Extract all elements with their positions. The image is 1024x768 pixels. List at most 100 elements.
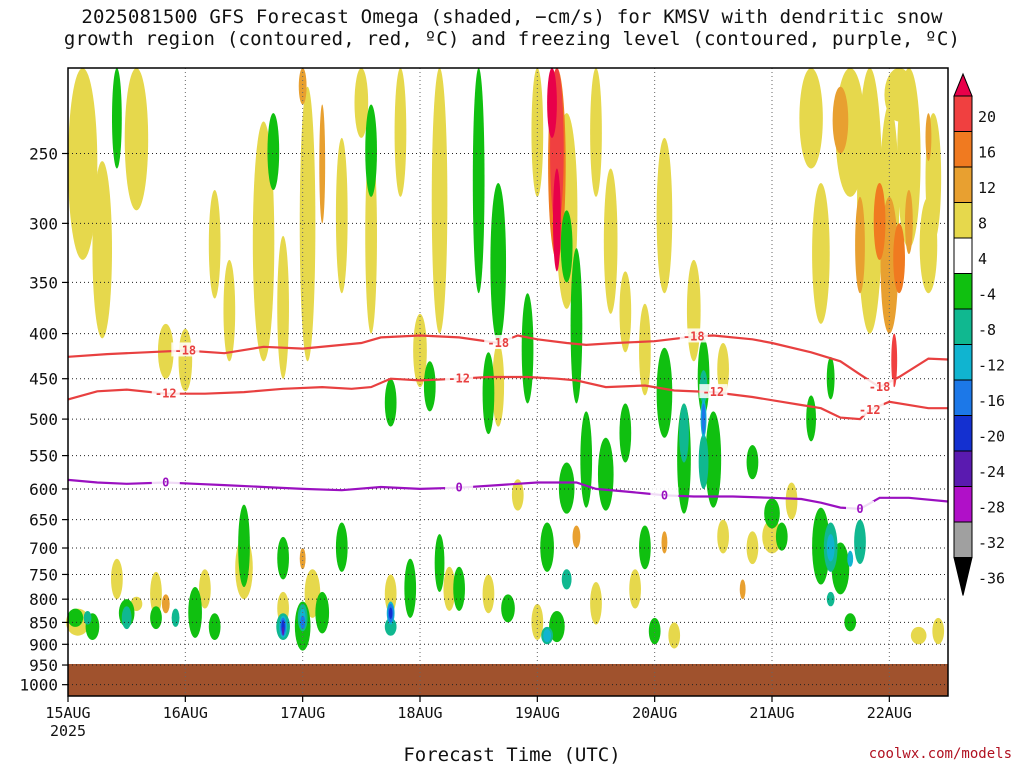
- x-tick-label: 17AUG: [280, 704, 325, 722]
- omega-cell: [490, 182, 507, 344]
- omega-cell: [775, 522, 788, 551]
- contour-label-bg: [151, 474, 180, 489]
- omega-cell: [648, 617, 661, 645]
- contour-label: -12: [859, 403, 881, 417]
- omega-cell: [799, 68, 823, 169]
- omega-cell: [679, 403, 689, 463]
- omega-cell: [223, 259, 236, 362]
- colorbar-label: 16: [978, 144, 996, 162]
- contour-label: -18: [683, 329, 705, 343]
- omega-cell: [540, 522, 554, 572]
- omega-cell: [277, 235, 289, 379]
- contour-label-bg: [846, 500, 874, 515]
- contour-label: -12: [448, 372, 470, 386]
- omega-cell: [199, 569, 211, 609]
- contour-label: 0: [856, 502, 863, 516]
- title-line-2: growth region (contoured, red, ºC) and f…: [63, 28, 961, 50]
- omega-shading: [66, 67, 945, 651]
- omega-cell: [686, 259, 701, 362]
- y-tick-label: 750: [29, 565, 58, 584]
- y-tick-label: 400: [29, 325, 58, 344]
- x-tick-label: 21AUG: [749, 704, 794, 722]
- colorbar-label: 8: [978, 215, 987, 233]
- y-tick-label: 600: [29, 480, 58, 499]
- colorbar-label: -16: [978, 392, 1005, 410]
- y-tick-label: 450: [29, 370, 58, 389]
- omega-cell: [597, 437, 614, 511]
- omega-cell: [629, 569, 641, 609]
- omega-cell: [661, 531, 668, 554]
- omega-cell: [282, 626, 285, 636]
- colorbar-segment: [953, 202, 973, 239]
- omega-cell: [121, 606, 132, 630]
- contour-label-bg: [151, 385, 180, 400]
- x-tick-label: 15AUG: [45, 704, 90, 722]
- omega-cell: [335, 137, 348, 294]
- contour--12: [67, 375, 948, 421]
- colorbar-segment: [953, 308, 973, 345]
- omega-cell: [855, 196, 865, 294]
- contour-label: -18: [869, 380, 891, 394]
- omega-cell: [590, 582, 602, 625]
- omega-cell: [431, 68, 448, 334]
- omega-cell: [111, 558, 123, 600]
- y-tick-label: 950: [29, 656, 58, 675]
- omega-cell: [656, 137, 673, 294]
- omega-cell: [443, 566, 456, 611]
- omega-cell: [639, 525, 651, 570]
- site-credit[interactable]: coolwx.com/models: [868, 746, 1012, 762]
- omega-cell: [208, 190, 221, 299]
- y-axis-ticks: 250 300 350 400 450 500 550 600 650 700 750 800 850 9…: [19, 144, 68, 695]
- contour-label: -18: [487, 336, 509, 350]
- omega-cell: [639, 303, 651, 396]
- omega-cell: [910, 626, 927, 645]
- omega-cell: [812, 507, 830, 585]
- y-tick-label: 1000: [19, 676, 58, 695]
- contour-label-bg: [445, 370, 474, 385]
- colorbar-label: -24: [978, 463, 1005, 481]
- omega-cell: [603, 168, 618, 314]
- omega-cell: [873, 182, 886, 260]
- contour-label: 0: [455, 481, 462, 495]
- colorbar-segment: [953, 486, 973, 523]
- colorbar-label: -32: [978, 534, 1005, 552]
- y-tick-label: 800: [29, 590, 58, 609]
- omega-cell: [543, 629, 552, 643]
- omega-cell: [68, 68, 98, 260]
- omega-cell: [739, 579, 746, 600]
- grid-lines: [68, 68, 948, 696]
- omega-cell: [932, 617, 945, 645]
- omega-cell: [558, 462, 575, 514]
- colorbar-segment: [953, 95, 973, 132]
- x-axis-label: Forecast Time (UTC): [403, 744, 621, 766]
- x-tick-label: 16AUG: [163, 704, 208, 722]
- colorbar-segment: [953, 237, 973, 274]
- omega-cell: [404, 558, 417, 618]
- colorbar-label: -28: [978, 499, 1005, 517]
- contour-label-bg: [650, 487, 679, 502]
- colorbar-segment: [953, 415, 973, 452]
- y-tick-label: 850: [29, 613, 58, 632]
- omega-cell: [319, 104, 326, 224]
- title-line-1: 2025081500 GFS Forecast Omega (shaded, −…: [81, 6, 943, 28]
- colorbar-label: -4: [978, 286, 996, 304]
- colorbar-segment: [953, 273, 973, 310]
- omega-cell: [531, 603, 544, 641]
- omega-cell: [698, 434, 709, 489]
- colorbar-top-arrow: [953, 72, 973, 97]
- omega-cell: [619, 271, 632, 353]
- contour-label-bg: [171, 342, 200, 357]
- omega-cell: [299, 86, 316, 362]
- y-tick-label: 900: [29, 635, 58, 654]
- omega-cell: [394, 68, 407, 197]
- omega-cell: [570, 248, 583, 404]
- omega-cell: [656, 347, 673, 438]
- omega-cell: [384, 574, 397, 614]
- omega-cell: [161, 594, 170, 614]
- y-tick-label: 500: [29, 410, 58, 429]
- omega-cell: [785, 482, 798, 520]
- omega-cell: [844, 613, 857, 632]
- omega-cell: [434, 534, 445, 592]
- omega-cell: [619, 403, 632, 463]
